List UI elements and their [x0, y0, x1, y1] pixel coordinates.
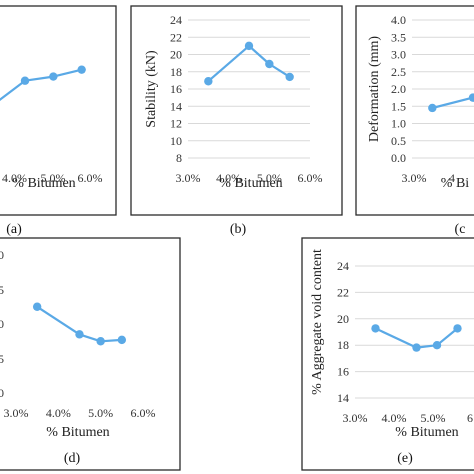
panel-e: 14 16 18 20 22 24 3.0% 4.0% 5.0% 6 % Bitumen % Aggr… — [301, 237, 474, 471]
data-point — [285, 72, 294, 82]
y-tick-label: 0 — [0, 386, 4, 400]
x-tick-label: 4.0% — [382, 411, 407, 425]
series-line — [207, 44, 291, 83]
data-point — [428, 103, 437, 113]
y-tick-label: 22 — [337, 285, 349, 299]
data-point — [453, 324, 462, 333]
panel-frame-d — [0, 237, 181, 471]
x-tick-label: 5.0% — [41, 171, 66, 185]
x-tick-label: 3.0% — [4, 406, 29, 420]
y-tick-label: 14 — [337, 391, 349, 405]
panel-label: (c — [455, 222, 466, 237]
panel-label: (e) — [397, 451, 413, 466]
x-axis-title: % Bitumen — [46, 425, 109, 440]
x-tick-label: 5.0% — [421, 411, 446, 425]
data-point — [412, 343, 421, 352]
panel-frame-a — [0, 5, 117, 216]
data-point — [32, 302, 42, 311]
x-tick-label: 6 — [467, 411, 473, 425]
data-point — [265, 59, 274, 69]
series-line — [375, 327, 459, 349]
x-axis-title: % Bi — [441, 176, 470, 191]
y-axis-title: % Aggregate void content — [310, 249, 325, 395]
y-axis-title: Stability (kN) — [144, 50, 159, 128]
x-tick-label: 3.0% — [343, 411, 368, 425]
x-axis-title: % Bitumen — [395, 425, 458, 440]
y-tick-label: 24 — [337, 259, 349, 273]
x-tick-label: 5.0% — [257, 171, 282, 185]
x-axis-title: % Bitumen — [219, 176, 282, 191]
y-tick-label: 1.5 — [391, 99, 406, 113]
panel-frame-b — [130, 5, 343, 216]
panel-d: 0050503.0%4.0%5.0%6.0%% Bitumen(d) — [0, 237, 181, 471]
panel-c: 0.0 0.5 1.0 1.5 2.0 2.5 3.0 3.5 4.0 3.0% 4% Bi Defo… — [355, 5, 474, 237]
y-tick-label: 16 — [337, 365, 349, 379]
data-point — [371, 324, 380, 333]
y-tick-label: 0 — [0, 317, 4, 331]
x-tick-label: 6.0% — [78, 171, 103, 185]
data-point — [20, 76, 30, 85]
x-tick-label: 3.0% — [402, 171, 427, 185]
x-tick-label: 3.0% — [176, 171, 201, 185]
y-tick-label: 5 — [0, 352, 4, 366]
x-tick-label: 4 — [449, 171, 455, 185]
y-tick-label: 14 — [170, 99, 182, 113]
x-tick-label: 6.0% — [131, 406, 156, 420]
x-tick-label: 4.0% — [216, 171, 241, 185]
panel-label: (a) — [6, 222, 22, 237]
data-point — [244, 41, 254, 51]
y-tick-label: 18 — [170, 65, 182, 79]
y-tick-label: 0.0 — [391, 151, 406, 165]
x-tick-label: 5.0% — [88, 406, 113, 420]
x-tick-label: 6.0% — [298, 171, 323, 185]
data-point — [49, 72, 58, 81]
panel-a: 4.0% 5.0% 6.0%% Bitumen (a) — [0, 5, 117, 237]
y-tick-label: 00 — [0, 248, 4, 262]
y-tick-label: 16 — [170, 82, 182, 96]
y-tick-label: 5 — [0, 283, 4, 297]
data-point — [117, 335, 127, 345]
y-tick-label: 22 — [170, 30, 182, 44]
y-tick-label: 8 — [176, 151, 182, 165]
series-line — [36, 305, 122, 343]
x-axis-title: % Bitumen — [12, 176, 75, 191]
y-tick-label: 0.5 — [391, 134, 406, 148]
y-tick-label: 3.5 — [391, 30, 406, 44]
x-tick-label: 4.0% — [2, 171, 27, 185]
y-tick-label: 20 — [337, 312, 349, 326]
y-tick-label: 10 — [170, 134, 182, 148]
y-tick-label: 20 — [170, 48, 182, 62]
y-tick-label: 3.0 — [391, 48, 406, 62]
y-tick-label: 2.0 — [391, 82, 406, 96]
data-point — [77, 65, 86, 74]
y-tick-label: 4.0 — [391, 13, 406, 27]
panel-label: (d) — [64, 451, 81, 466]
series-line — [0, 68, 82, 101]
y-tick-label: 12 — [170, 117, 182, 131]
panel-label: (b) — [230, 222, 247, 237]
panel-frame-c — [355, 5, 474, 216]
y-tick-label: 18 — [337, 338, 349, 352]
data-point — [432, 341, 442, 350]
panel-b: 8 10 12 14 16 18 20 22 24 3.0% 4.0% 5.0% 6.0% % Bitum… — [130, 5, 343, 237]
panel-frame-e — [301, 237, 474, 471]
x-tick-label: 4.0% — [46, 406, 71, 420]
y-tick-label: 2.5 — [391, 65, 406, 79]
y-tick-label: 24 — [170, 13, 182, 27]
y-tick-label: 1.0 — [391, 117, 406, 131]
data-point — [96, 337, 105, 346]
data-point — [75, 330, 84, 339]
data-point — [204, 77, 213, 86]
data-point — [468, 93, 474, 102]
y-axis-title: Deformation (mm) — [367, 36, 382, 142]
